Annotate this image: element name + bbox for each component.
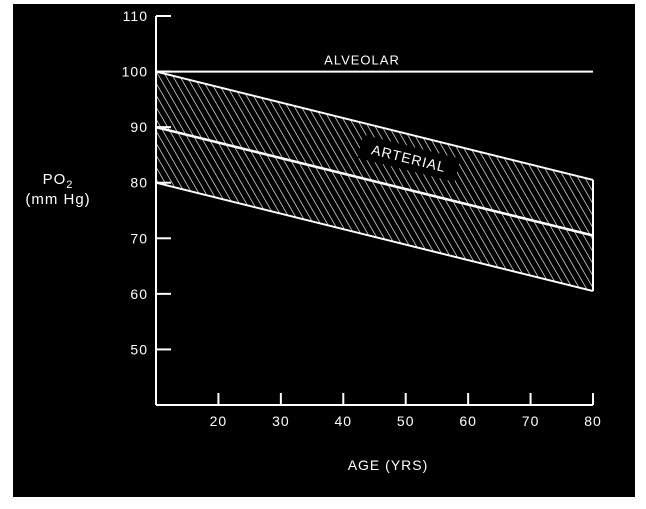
y-tick-label: 90	[130, 119, 148, 135]
y-axis-label-sub: 2	[66, 179, 73, 191]
y-tick-label: 70	[130, 230, 148, 246]
band-upper-edge	[155, 70, 594, 181]
x-tick-label: 80	[584, 413, 602, 429]
y-tick-label: 50	[130, 341, 148, 357]
po2-age-chart: 50 60 70 80 90 100 110 20 30 40 50 60 70 80 ALVEOLAR A…	[25, 8, 602, 473]
series-label-alveolar: ALVEOLAR	[324, 53, 400, 68]
x-tick-label: 70	[522, 413, 540, 429]
y-axis-label-units: (mm Hg)	[25, 191, 90, 208]
y-tick-label: 100	[122, 64, 148, 80]
series-label-arterial-bg	[357, 134, 461, 182]
y-tick-label: 80	[130, 175, 148, 191]
x-tick-label: 60	[459, 413, 477, 429]
band-lower-edge	[155, 181, 594, 293]
x-tick-label: 40	[334, 413, 352, 429]
x-tick-label: 50	[397, 413, 415, 429]
y-axis-label-po: PO	[43, 171, 67, 188]
x-tick-label: 30	[272, 413, 290, 429]
x-tick-label: 20	[210, 413, 228, 429]
chart-frame: 50 60 70 80 90 100 110 20 30 40 50 60 70 80 ALVEOLAR A…	[13, 4, 635, 497]
x-axis-label: AGE (YRS)	[348, 457, 429, 473]
y-tick-label: 60	[130, 286, 148, 302]
series-line-arterial	[155, 125, 594, 237]
y-axis-label: PO2	[43, 171, 74, 191]
y-tick-label: 110	[123, 8, 148, 24]
